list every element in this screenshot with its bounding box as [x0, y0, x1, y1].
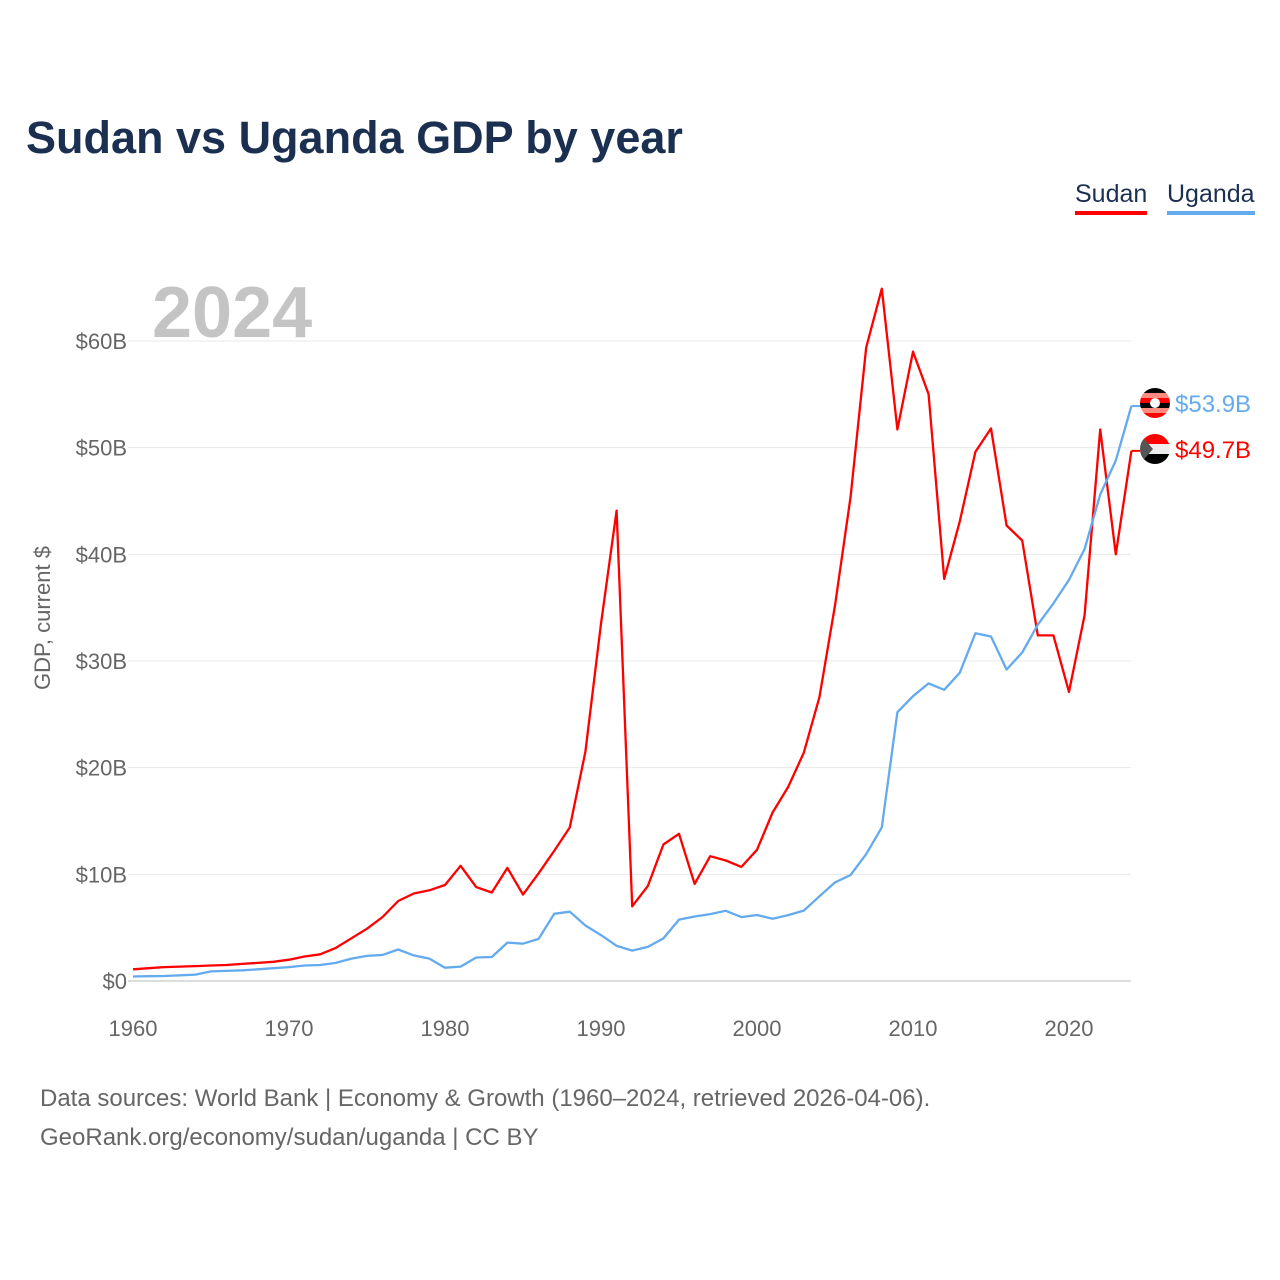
uganda-flag-icon	[1140, 393, 1170, 398]
chart-title: Sudan vs Uganda GDP by year	[26, 112, 683, 163]
y-tick-label: $30B	[76, 649, 127, 674]
x-tick-label: 1980	[421, 1016, 470, 1041]
y-tick-label: $10B	[76, 862, 127, 887]
x-tick-label: 2000	[733, 1016, 782, 1041]
uganda-flag-icon	[1140, 413, 1170, 418]
uganda-flag-icon	[1150, 398, 1160, 408]
x-tick-label: 2020	[1045, 1016, 1094, 1041]
y-tick-label: $20B	[76, 756, 127, 781]
y-tick-label: $40B	[76, 542, 127, 567]
x-tick-label: 1960	[109, 1016, 158, 1041]
y-tick-label: $60B	[76, 329, 127, 354]
legend-sudan[interactable]: Sudan	[1075, 180, 1148, 215]
x-tick-label: 2010	[889, 1016, 938, 1041]
series-line-uganda	[132, 405, 1133, 978]
footer-attribution[interactable]: GeoRank.org/economy/sudan/uganda | CC BY	[40, 1124, 539, 1151]
y-axis-label: GDP, current $	[30, 546, 55, 690]
uganda-flag-icon	[1140, 408, 1170, 413]
sudan-flag-icon	[1140, 444, 1170, 454]
sudan-flag-icon	[1140, 434, 1170, 444]
series-line-sudan	[132, 287, 1133, 971]
legend-uganda[interactable]: Uganda	[1167, 180, 1255, 215]
uganda-flag-icon	[1140, 388, 1170, 393]
x-tick-label: 1990	[577, 1016, 626, 1041]
x-tick-label: 1970	[265, 1016, 314, 1041]
sudan-flag-icon	[1140, 434, 1153, 464]
sudan-flag-icon	[1140, 454, 1170, 464]
end-value-label-sudan: $49.7B	[1175, 437, 1251, 464]
end-value-label-uganda: $53.9B	[1175, 391, 1251, 418]
y-tick-label: $0	[103, 969, 127, 994]
y-tick-label: $50B	[76, 436, 127, 461]
year-watermark: 2024	[152, 273, 312, 353]
footer-sources: Data sources: World Bank | Economy & Gro…	[40, 1085, 931, 1112]
